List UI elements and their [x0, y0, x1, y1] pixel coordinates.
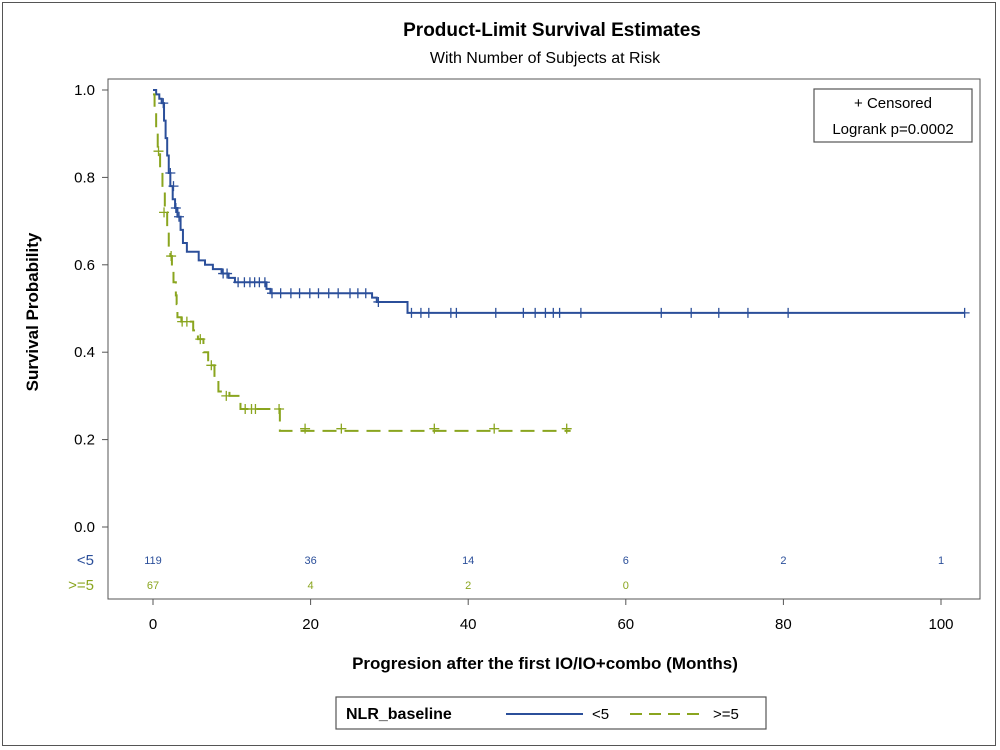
censor-mark	[159, 207, 170, 218]
y-axis: 0.0 0.2 0.4 0.6 0.8 1.0	[74, 82, 108, 536]
censor-mark	[561, 423, 572, 434]
censor-mark	[783, 307, 794, 318]
x-tick-label: 100	[928, 616, 953, 633]
censor-mark	[300, 423, 311, 434]
censor-mark	[313, 288, 324, 299]
y-tick-label: 0.2	[74, 432, 95, 449]
censor-mark	[336, 423, 347, 434]
y-tick-label: 0.0	[74, 519, 95, 536]
censor-mark	[490, 307, 501, 318]
y-tick-label: 0.4	[74, 344, 95, 361]
x-axis-label: Progresion after the first IO/IO+combo (…	[352, 654, 738, 673]
legend-title: NLR_baseline	[346, 706, 452, 723]
survival-curves	[153, 89, 970, 434]
censor-mark	[206, 360, 217, 371]
censor-mark	[333, 288, 344, 299]
censor-mark	[168, 181, 179, 192]
censor-mark	[174, 211, 185, 222]
censor-mark	[530, 307, 541, 318]
censor-mark	[304, 288, 315, 299]
censor-mark	[195, 334, 206, 345]
censor-mark	[656, 307, 667, 318]
censor-mark	[166, 251, 177, 262]
risk-count: 4	[308, 580, 314, 592]
legend: NLR_baseline <5 >=5	[335, 696, 767, 730]
y-tick-label: 0.8	[74, 169, 95, 186]
logrank-note: Logrank p=0.0002	[832, 121, 953, 138]
censor-mark	[518, 307, 529, 318]
censor-mark	[181, 316, 192, 327]
censor-mark	[742, 307, 753, 318]
x-tick-label: 0	[149, 616, 157, 633]
risk-count: 2	[465, 580, 471, 592]
censor-mark	[274, 404, 285, 415]
censor-mark	[153, 146, 164, 157]
risk-count: 0	[623, 580, 629, 592]
censor-mark	[266, 288, 277, 299]
censor-mark	[158, 98, 169, 109]
risk-count: 36	[304, 555, 316, 567]
risk-count: 14	[462, 555, 474, 567]
risk-count: 6	[623, 555, 629, 567]
censor-mark	[294, 288, 305, 299]
censor-mark	[429, 423, 440, 434]
censor-mark	[423, 307, 434, 318]
x-tick-label: 20	[302, 616, 319, 633]
censor-mark	[360, 288, 371, 299]
y-tick-label: 0.6	[74, 257, 95, 274]
censor-mark	[686, 307, 697, 318]
censor-mark	[554, 307, 565, 318]
censor-mark	[489, 423, 500, 434]
legend-label-ge5: >=5	[713, 706, 739, 723]
censor-mark	[222, 268, 233, 279]
inset-box: + Censored Logrank p=0.0002	[813, 88, 973, 143]
plot-area	[107, 78, 981, 600]
censor-mark	[221, 390, 232, 401]
x-tick-label: 60	[617, 616, 634, 633]
x-tick-label: 40	[460, 616, 477, 633]
censor-mark	[373, 296, 384, 307]
censor-mark	[285, 288, 296, 299]
inset-border	[813, 88, 973, 143]
risk-count: 1	[938, 555, 944, 567]
chart-subtitle: With Number of Subjects at Risk	[430, 50, 661, 67]
y-tick-label: 1.0	[74, 82, 95, 99]
risk-row-label: >=5	[68, 577, 94, 594]
survival-curve-lt5	[153, 89, 965, 314]
censored-note: + Censored	[854, 95, 932, 112]
censor-mark	[959, 307, 970, 318]
censor-mark	[713, 307, 724, 318]
censor-mark	[170, 202, 181, 213]
at-risk-table: <5 119 36 14 6 2 1 >=5 67 4 2 0	[68, 552, 944, 594]
risk-count: 2	[780, 555, 786, 567]
risk-row-label: <5	[77, 552, 94, 569]
censor-mark	[451, 307, 462, 318]
y-axis-label: Survival Probability	[23, 232, 42, 391]
censor-mark	[406, 307, 417, 318]
censor-mark	[575, 307, 586, 318]
legend-label-lt5: <5	[592, 706, 609, 723]
censor-mark	[165, 168, 176, 179]
x-axis: 0 20 40 60 80 100	[149, 599, 954, 633]
survival-curve-ge5	[153, 93, 571, 432]
censor-mark	[250, 404, 261, 415]
censor-mark	[323, 288, 334, 299]
risk-count: 119	[144, 555, 162, 567]
chart-title: Product-Limit Survival Estimates	[403, 20, 701, 41]
censor-mark	[259, 277, 270, 288]
censor-mark	[275, 288, 286, 299]
risk-count: 67	[147, 580, 159, 592]
x-tick-label: 80	[775, 616, 792, 633]
